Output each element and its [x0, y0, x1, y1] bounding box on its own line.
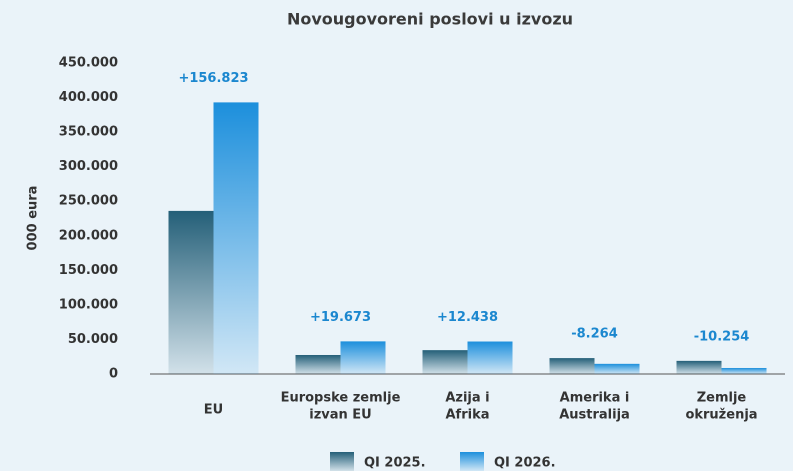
annotation: -10.254 [694, 329, 750, 344]
x-tick-label: Zemlje [697, 391, 747, 406]
bar [721, 367, 767, 374]
annotation: +19.673 [310, 310, 371, 325]
bar [549, 358, 595, 374]
x-tick-label: Amerika i [560, 391, 630, 406]
y-tick-label: 400.000 [59, 90, 118, 105]
legend-label: QI 2025. [364, 456, 426, 471]
y-tick-label: 150.000 [59, 263, 118, 278]
annotation: -8.264 [571, 327, 618, 342]
annotation: +156.823 [178, 71, 248, 86]
bar [213, 102, 259, 374]
bar [295, 354, 341, 374]
legend-swatch [330, 452, 354, 471]
x-tick-label: Azija i [445, 391, 489, 406]
x-tick-label: Australija [559, 408, 630, 423]
x-tick-label: izvan EU [309, 408, 372, 423]
x-tick-label: EU [204, 403, 223, 418]
bar [340, 341, 386, 374]
bar [168, 210, 214, 374]
x-tick-label: okruženja [685, 408, 757, 423]
legend-label: QI 2026. [494, 456, 556, 471]
bar [422, 350, 468, 374]
y-tick-label: 450.000 [59, 56, 118, 71]
y-tick-label: 100.000 [59, 297, 118, 312]
y-tick-label: 0 [109, 367, 118, 382]
y-tick-label: 50.000 [68, 332, 118, 347]
y-tick-label: 300.000 [59, 159, 118, 174]
legend-swatch [460, 452, 484, 471]
y-tick-label: 350.000 [59, 125, 118, 140]
bar [594, 363, 640, 374]
bar [467, 341, 513, 374]
y-tick-label: 200.000 [59, 228, 118, 243]
chart-title: Novougovoreni poslovi u izvozu [287, 10, 573, 29]
y-axis-label: 000 eura [26, 186, 41, 251]
y-tick-label: 250.000 [59, 194, 118, 209]
annotation: +12.438 [437, 310, 498, 325]
bar [676, 360, 722, 374]
x-tick-label: Europske zemlje [281, 391, 401, 406]
x-tick-label: Afrika [445, 408, 489, 423]
